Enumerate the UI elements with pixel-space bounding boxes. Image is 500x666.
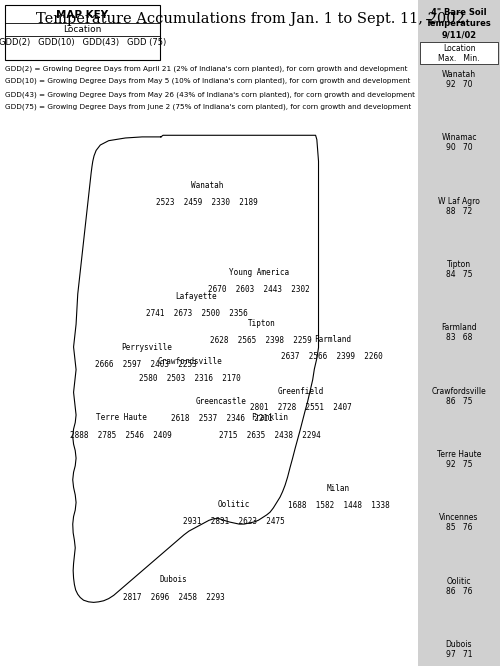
Text: GDD(75) = Growing Degree Days from June 2 (75% of Indiana's corn planted), for c: GDD(75) = Growing Degree Days from June … [5, 104, 411, 111]
Text: Location: Location [64, 25, 102, 34]
Text: Terre Haute: Terre Haute [96, 414, 146, 422]
Text: Farmland: Farmland [314, 335, 351, 344]
Text: 97   71: 97 71 [446, 650, 472, 659]
Text: MAP KEY: MAP KEY [56, 10, 108, 20]
Text: Dubois: Dubois [160, 575, 188, 585]
Text: Greenfield: Greenfield [278, 386, 324, 396]
Text: 86   76: 86 76 [446, 587, 472, 595]
Text: 4" Bare Soil: 4" Bare Soil [431, 8, 487, 17]
Text: Franklin: Franklin [251, 414, 288, 422]
Text: 84   75: 84 75 [446, 270, 472, 279]
Text: 2628  2565  2398  2259: 2628 2565 2398 2259 [210, 336, 312, 345]
Text: 83   68: 83 68 [446, 334, 472, 342]
Text: 88   72: 88 72 [446, 206, 472, 216]
Text: 2801  2728  2551  2407: 2801 2728 2551 2407 [250, 404, 352, 412]
Text: 92   70: 92 70 [446, 80, 472, 89]
Text: Location: Location [443, 44, 475, 53]
Text: 2670  2603  2443  2302: 2670 2603 2443 2302 [208, 284, 310, 294]
Text: 90   70: 90 70 [446, 143, 472, 153]
Text: Farmland: Farmland [441, 323, 477, 332]
Text: Milan: Milan [327, 484, 350, 493]
Text: 2741  2673  2500  2356: 2741 2673 2500 2356 [146, 309, 248, 318]
Text: 92   75: 92 75 [446, 460, 472, 469]
Text: Young America: Young America [229, 268, 289, 276]
Text: 2715  2635  2438  2294: 2715 2635 2438 2294 [218, 430, 320, 440]
Bar [5, 5, 160, 60]
Text: Greencastle: Greencastle [196, 398, 247, 406]
Text: W Laf Agro: W Laf Agro [438, 196, 480, 206]
Text: Temperature Accumulations from Jan. 1 to Sept. 11, 2002: Temperature Accumulations from Jan. 1 to… [36, 12, 465, 26]
Bar [420, 42, 498, 64]
Text: 2888  2785  2546  2409: 2888 2785 2546 2409 [70, 430, 172, 440]
Text: 1688  1582  1448  1338: 1688 1582 1448 1338 [288, 501, 390, 509]
Text: Wanatah: Wanatah [442, 70, 476, 79]
Text: 85   76: 85 76 [446, 523, 472, 532]
Text: Perrysville: Perrysville [121, 343, 172, 352]
Text: Wanatah: Wanatah [190, 181, 223, 190]
Text: Crawfordsville: Crawfordsville [432, 387, 486, 396]
Text: 2931  2831  2623  2475: 2931 2831 2623 2475 [183, 517, 285, 526]
Text: Dubois: Dubois [446, 640, 472, 649]
Text: Tipton: Tipton [248, 319, 275, 328]
Text: 2817  2696  2458  2293: 2817 2696 2458 2293 [122, 593, 224, 601]
Text: GDD(2)   GDD(10)   GDD(43)   GDD (75): GDD(2) GDD(10) GDD(43) GDD (75) [0, 38, 166, 47]
Text: Winamac: Winamac [442, 133, 477, 143]
Text: GDD(2) = Growing Degree Days from April 21 (2% of Indiana's corn planted), for c: GDD(2) = Growing Degree Days from April … [5, 65, 407, 71]
Text: Oolitic: Oolitic [218, 500, 250, 509]
Text: 2580  2503  2316  2170: 2580 2503 2316 2170 [140, 374, 241, 383]
Text: 2637  2566  2399  2260: 2637 2566 2399 2260 [282, 352, 383, 361]
Text: Max.   Min.: Max. Min. [438, 54, 480, 63]
Text: 86   75: 86 75 [446, 397, 472, 406]
Text: 2618  2537  2346  2211: 2618 2537 2346 2211 [170, 414, 272, 424]
Text: Terre Haute: Terre Haute [437, 450, 481, 459]
Text: Lafayette: Lafayette [176, 292, 218, 301]
Text: Oolitic: Oolitic [447, 577, 471, 585]
Text: Tipton: Tipton [447, 260, 471, 269]
Text: 2523  2459  2330  2189: 2523 2459 2330 2189 [156, 198, 258, 207]
Text: 2666  2597  2403  2253: 2666 2597 2403 2253 [96, 360, 197, 370]
Bar [418, 0, 500, 666]
Text: GDD(43) = Growing Degree Days from May 26 (43% of Indiana's corn planted), for c: GDD(43) = Growing Degree Days from May 2… [5, 91, 415, 97]
Text: Crawfordsville: Crawfordsville [158, 357, 222, 366]
Text: GDD(10) = Growing Degree Days from May 5 (10% of Indiana's corn planted), for co: GDD(10) = Growing Degree Days from May 5… [5, 78, 410, 85]
Text: Vincennes: Vincennes [440, 513, 478, 522]
Text: 9/11/02: 9/11/02 [442, 30, 476, 39]
Text: Temperatures: Temperatures [426, 19, 492, 28]
